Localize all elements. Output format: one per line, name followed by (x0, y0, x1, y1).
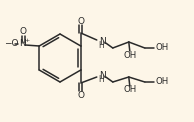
Text: O: O (77, 91, 84, 100)
Text: O: O (20, 27, 27, 36)
Text: H: H (98, 41, 104, 51)
Text: OH: OH (123, 86, 136, 95)
Text: N: N (99, 37, 106, 46)
Text: −O: −O (4, 40, 18, 49)
Text: O: O (77, 16, 84, 25)
Text: +: + (24, 37, 29, 42)
Text: OH: OH (123, 51, 136, 60)
Text: OH: OH (155, 44, 168, 52)
Text: H: H (98, 76, 104, 85)
Text: N: N (99, 71, 106, 80)
Text: OH: OH (155, 77, 168, 86)
Text: N: N (19, 40, 26, 49)
